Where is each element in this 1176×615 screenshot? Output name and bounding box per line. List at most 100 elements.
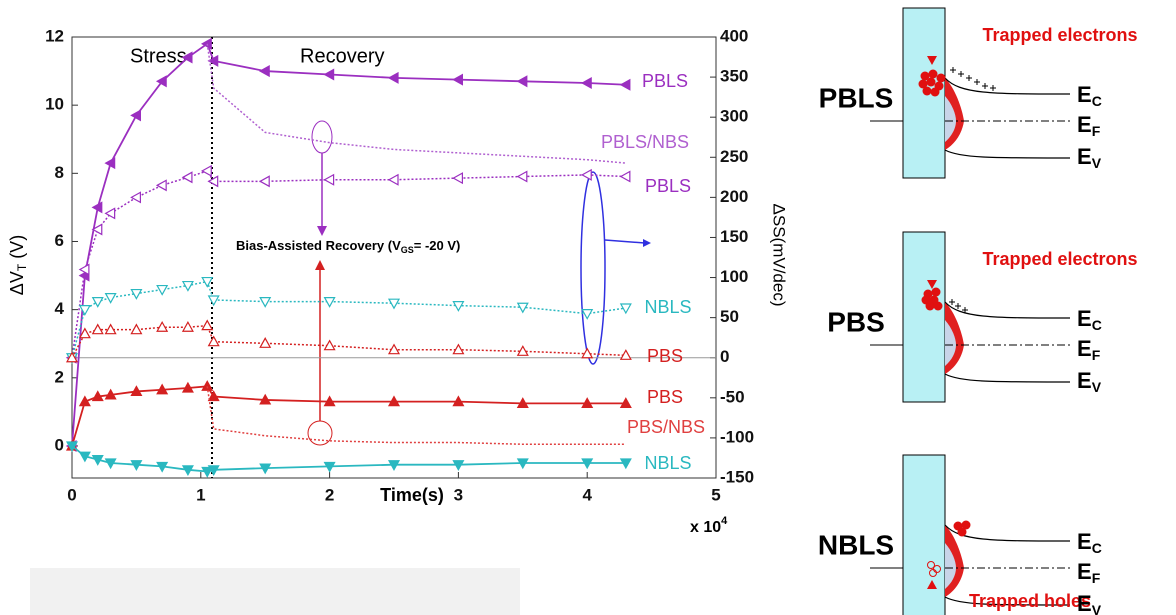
marker: [323, 339, 336, 351]
y-axis-title: ΔVT (V): [7, 235, 29, 295]
marker: [78, 395, 91, 407]
oxide-layer: [902, 454, 946, 615]
marker: [181, 381, 194, 393]
marker: [201, 380, 214, 391]
annotation: Bias-Assisted Recovery (VGS= -20 V): [236, 238, 460, 255]
marker: [207, 465, 220, 477]
energy-level-label: EC: [1077, 529, 1102, 556]
y2-tick-label: 150: [720, 227, 748, 246]
marker: [581, 458, 594, 470]
marker: [181, 280, 194, 292]
marker: [619, 78, 631, 91]
series-line: [71, 170, 626, 358]
arrowhead: [315, 260, 325, 270]
y2-tick-label: -150: [720, 467, 754, 486]
marker: [91, 223, 103, 236]
marker: [155, 75, 167, 88]
marker: [181, 171, 193, 184]
band-bending-inner: [945, 96, 956, 142]
marker: [516, 397, 529, 408]
y-tick-label: 4: [55, 299, 65, 318]
x-axis-title: Time(s): [380, 485, 444, 505]
marker: [387, 395, 401, 407]
trapped-electron: [922, 86, 932, 96]
series-label: PBLS/NBS: [601, 132, 689, 152]
trapped-electron: [928, 69, 938, 79]
energy-level-symbol: E: [1077, 82, 1092, 107]
energy-level-label: EV: [1077, 591, 1102, 615]
energy-level-symbol: E: [1077, 336, 1092, 361]
energy-level-symbol: E: [1077, 112, 1092, 137]
marker: [201, 319, 214, 331]
marker: [259, 297, 272, 308]
marker: [65, 441, 79, 453]
marker: [452, 73, 463, 86]
oxide-layer: [902, 231, 946, 403]
marker: [104, 207, 116, 220]
marker: [581, 397, 594, 408]
positive-charge: [962, 307, 968, 313]
callout-ellipse: [311, 120, 333, 154]
series-line: [71, 385, 626, 447]
trapped-electron: [930, 87, 940, 97]
energy-level-label: EV: [1077, 144, 1102, 171]
trapped-electron: [918, 79, 928, 89]
series-line: [71, 280, 626, 358]
marker: [201, 37, 212, 50]
energy-level-subscript: F: [1092, 123, 1101, 139]
series-label: PBLS: [645, 176, 691, 196]
marker: [619, 170, 631, 183]
callout-ellipse: [307, 420, 333, 446]
marker: [201, 466, 214, 478]
y-tick-label: 6: [55, 231, 64, 250]
y2-tick-label: 50: [720, 307, 739, 326]
marker: [78, 327, 91, 339]
marker: [181, 51, 193, 64]
marker: [91, 201, 103, 214]
marker: [452, 343, 465, 355]
y2-tick-label: 350: [720, 67, 748, 86]
marker: [156, 383, 169, 395]
marker: [516, 170, 528, 183]
marker: [258, 65, 270, 78]
marker: [207, 295, 220, 307]
conduction-band: [944, 524, 1071, 542]
y2-tick-label: 300: [720, 107, 748, 126]
marker: [130, 109, 141, 122]
energy-level-label: EF: [1077, 559, 1101, 586]
marker: [207, 335, 220, 347]
energy-level-label: EV: [1077, 368, 1102, 395]
y2-tick-label: 200: [720, 187, 748, 206]
series-line: [71, 445, 626, 473]
positive-charge: [982, 83, 988, 89]
trap-triangle: [927, 280, 937, 289]
y2-tick-label: 100: [720, 267, 748, 286]
energy-level-subscript: C: [1092, 540, 1102, 556]
diagram-label: NBLS: [818, 529, 894, 560]
trapped-electron: [931, 287, 941, 297]
marker: [207, 390, 220, 402]
marker: [259, 337, 272, 348]
marker: [104, 388, 117, 400]
marker: [581, 309, 594, 320]
marker: [201, 276, 214, 288]
marker: [387, 343, 401, 355]
callout-ellipse: [580, 171, 606, 365]
positive-charge: [958, 71, 964, 77]
trapped-electron: [957, 527, 967, 537]
y-tick-label: 10: [45, 95, 64, 114]
marker: [516, 345, 529, 356]
plot-frame: [71, 36, 717, 479]
positive-charge: [950, 67, 956, 73]
trapped-electron: [920, 71, 930, 81]
energy-level-label: EC: [1077, 306, 1102, 333]
x-tick-label: 3: [454, 485, 463, 504]
trapped-electron: [926, 77, 936, 87]
marker: [65, 351, 79, 363]
series-label: PBLS: [642, 71, 688, 91]
trap-triangle: [927, 56, 937, 65]
x-multiplier: x 104: [690, 515, 728, 536]
series-line: [71, 42, 626, 447]
marker: [580, 168, 592, 181]
